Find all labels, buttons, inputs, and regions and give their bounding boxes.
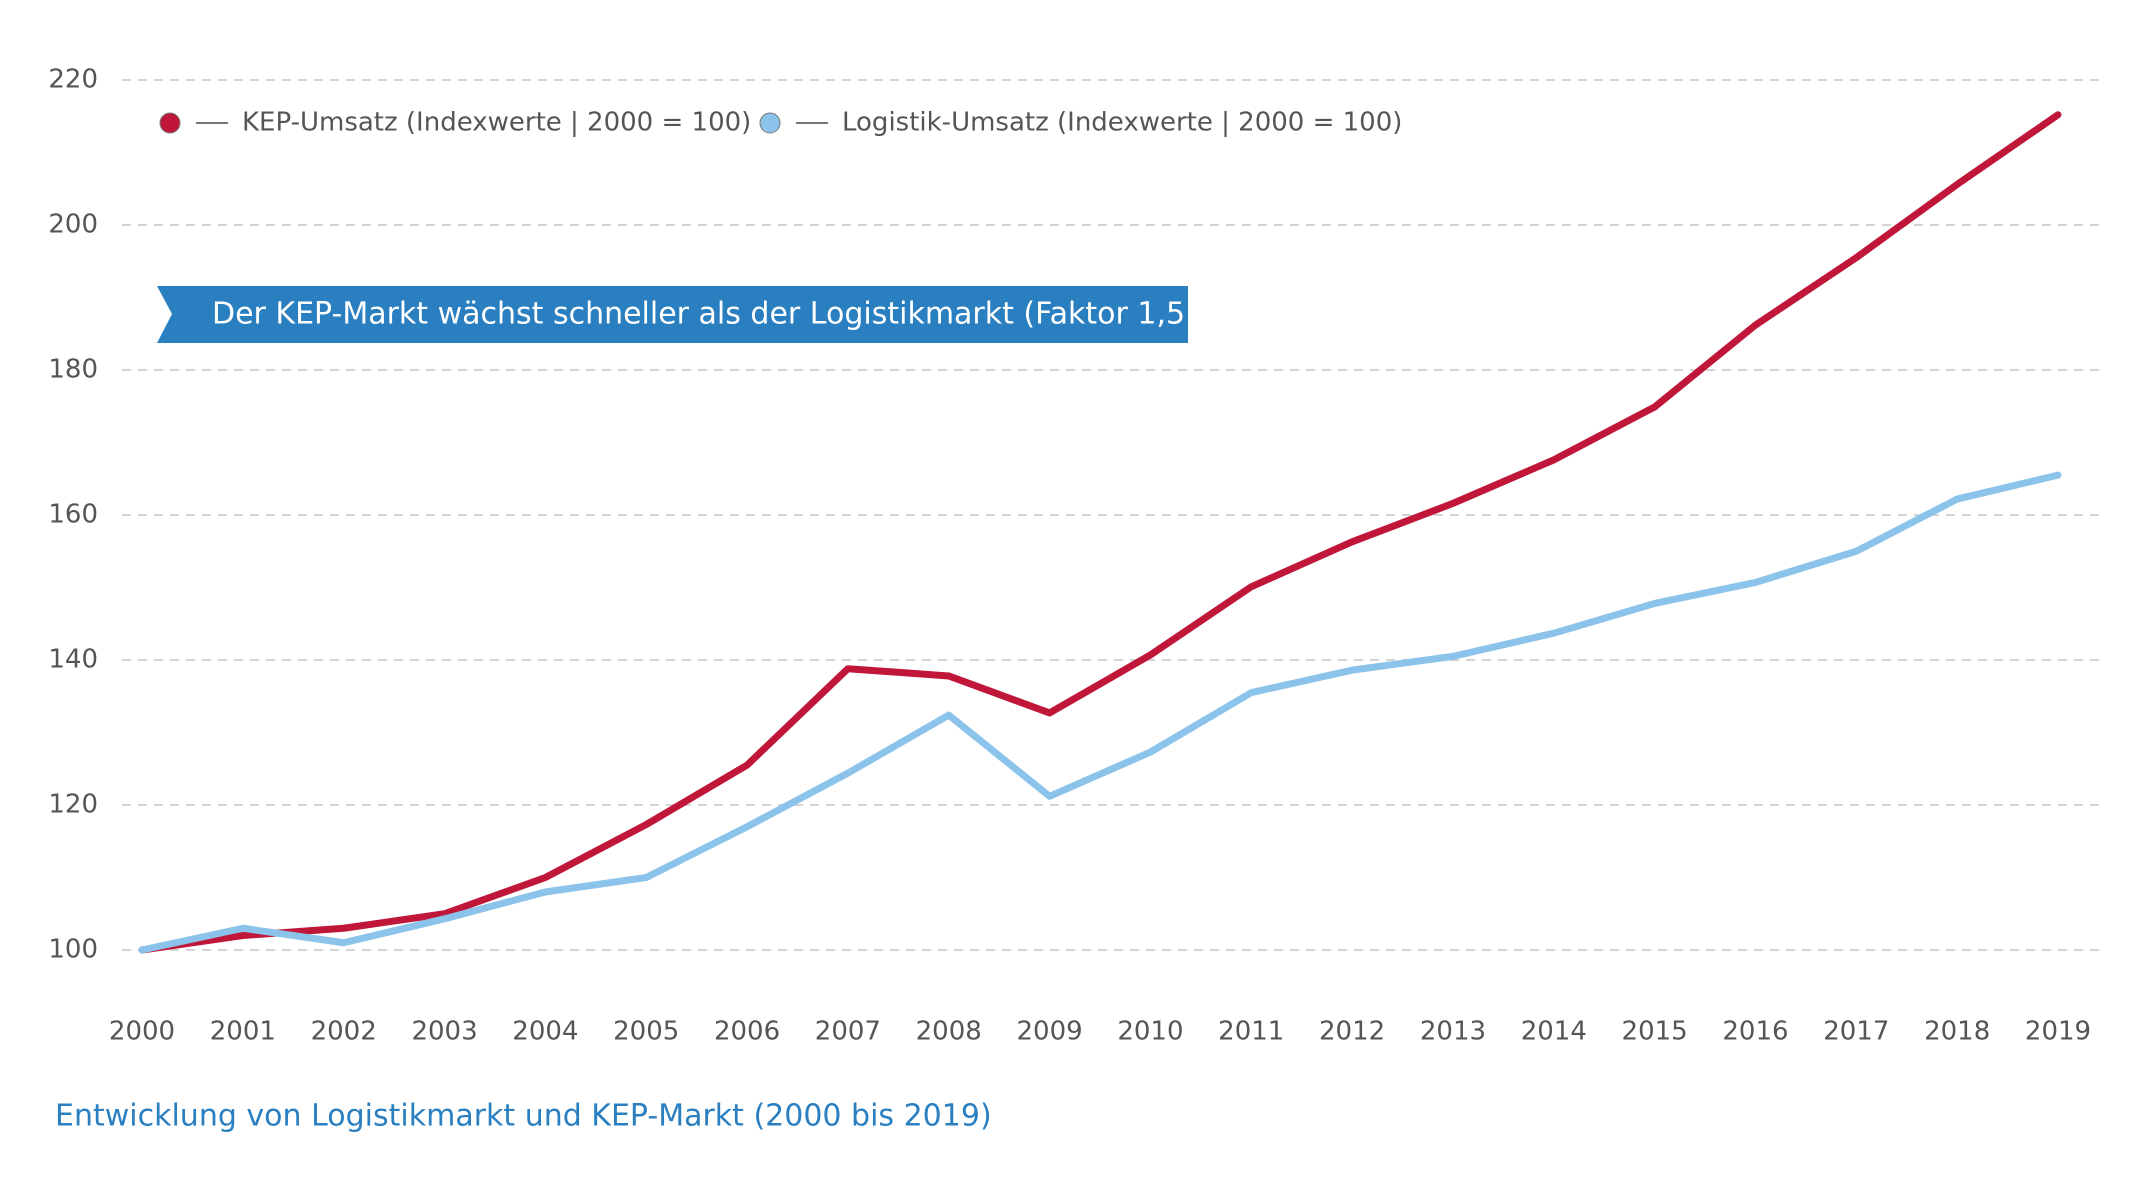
x-tick-label: 2014 xyxy=(1521,1017,1587,1047)
y-tick-label: 200 xyxy=(48,210,98,240)
x-tick-label: 2018 xyxy=(1924,1017,1990,1047)
legend-marker xyxy=(759,112,781,134)
x-tick-label: 2006 xyxy=(714,1017,780,1047)
data-line xyxy=(138,111,2062,954)
x-tick-label: 2017 xyxy=(1823,1017,1889,1047)
x-tick-label: 2005 xyxy=(613,1017,679,1047)
x-tick-label: 2011 xyxy=(1218,1017,1284,1047)
annotation-banner xyxy=(157,286,1188,343)
x-tick-label: 2016 xyxy=(1722,1017,1788,1047)
x-tick-label: 2004 xyxy=(512,1017,578,1047)
annotation: Der KEP-Markt wächst schneller als der L… xyxy=(212,297,1197,332)
y-tick-label: 100 xyxy=(48,935,98,965)
legend-marker xyxy=(159,112,181,134)
x-tick-label: 2015 xyxy=(1622,1017,1688,1047)
x-tick-label: 2019 xyxy=(2025,1017,2091,1047)
x-tick-label: 2003 xyxy=(411,1017,477,1047)
x-tick-label: 2013 xyxy=(1420,1017,1486,1047)
y-tick-label: 120 xyxy=(48,790,98,820)
y-tick-label: 140 xyxy=(48,645,98,675)
y-tick-label: 220 xyxy=(48,65,98,95)
x-tick-label: 2002 xyxy=(311,1017,377,1047)
x-tick-label: 2001 xyxy=(210,1017,276,1047)
x-tick-label: 2012 xyxy=(1319,1017,1385,1047)
y-tick-label: 160 xyxy=(48,500,98,530)
x-tick-label: 2000 xyxy=(109,1017,175,1047)
x-tick-label: 2010 xyxy=(1117,1017,1183,1047)
caption: Entwicklung von Logistikmarkt und KEP-Ma… xyxy=(55,1099,992,1134)
x-tick-label: 2008 xyxy=(916,1017,982,1047)
x-tick-label: 2009 xyxy=(1016,1017,1082,1047)
data-line xyxy=(138,471,2062,954)
legend-label: Logistik-Umsatz (Indexwerte | 2000 = 100… xyxy=(842,108,1402,138)
x-tick-label: 2007 xyxy=(815,1017,881,1047)
y-tick-label: 180 xyxy=(48,355,98,385)
legend-label: KEP-Umsatz (Indexwerte | 2000 = 100) xyxy=(242,108,751,138)
